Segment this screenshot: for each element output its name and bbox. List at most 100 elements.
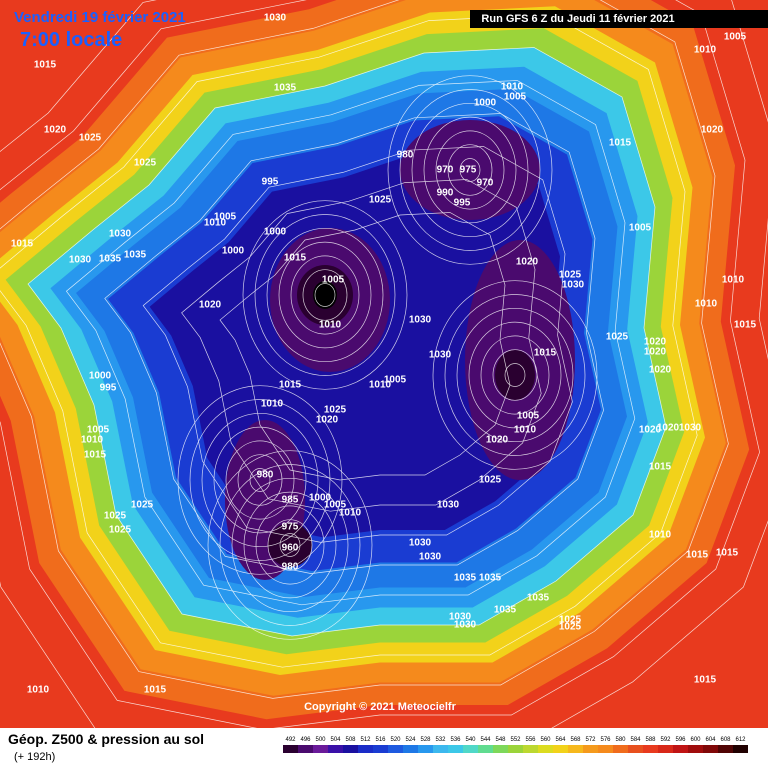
isobar-label: 980 [282,562,299,573]
isobar-label: 1030 [409,315,432,326]
scale-swatch [298,745,313,753]
isobar-label: 1020 [639,425,662,436]
scale-label: 520 [390,737,401,743]
isobar [432,280,598,470]
scale-label: 580 [615,737,626,743]
isobar-label: 1000 [474,98,497,109]
isobar-label: 1005 [384,375,407,386]
isobar-label: 1005 [517,411,540,422]
isobar-label: 1035 [274,83,297,94]
isobar-label: 1025 [559,622,582,633]
scale-swatch [388,745,403,753]
scale-label: 568 [570,737,581,743]
isobar-label: 1030 [109,229,132,240]
scale-swatch [598,745,613,753]
isobar-label: 1010 [369,380,392,391]
isobar-label: 995 [262,177,279,188]
isobar-label: 1015 [716,548,739,559]
isobar [290,255,360,335]
isobar-label: 970 [437,165,454,176]
isobar-label: 1030 [454,620,477,631]
scale-swatch [478,745,493,753]
scale-label: 588 [645,737,656,743]
isobar-label: 1020 [516,257,539,268]
scale-label: 536 [450,737,461,743]
isobar-label: 970 [477,178,494,189]
isobar-label: 1030 [409,538,432,549]
isobar-label: 1035 [454,573,477,584]
isobar [423,116,517,224]
scale-label: 516 [375,737,386,743]
isobar-label: 1010 [319,320,342,331]
isobar [266,227,384,363]
isobar-label: 1035 [494,605,517,616]
isobar-label: 1010 [722,275,745,286]
isobar-label: 1020 [644,337,667,348]
isobar [207,450,373,640]
color-scale: 492 496 500 504 508 512 516 520 524 528 532 536 540 5… [283,737,748,753]
isobar-label: 980 [257,470,274,481]
isobar-label: 1025 [104,511,127,522]
isobar [0,0,760,730]
isobar-label: 1025 [479,475,502,486]
scale-label: 528 [420,737,431,743]
isobar [0,0,729,699]
scale-label: 560 [540,737,551,743]
isobar-label: 1015 [686,550,709,561]
isobar-label: 980 [397,150,414,161]
isobar [219,212,511,481]
isobar-label: 1000 [264,227,287,238]
scale-label: 592 [660,737,671,743]
scale-swatch [283,745,298,753]
run: Run GFS 6 Z du Jeudi 11 février 2021 [481,13,674,25]
scale-swatch [463,745,478,753]
isobar-label: 985 [282,495,299,506]
time: 7:00 locale [20,29,122,51]
scale-swatch [523,745,538,753]
isobar-label: 1020 [644,347,667,358]
isobar-label: 975 [282,522,299,533]
isobar-label: 1005 [504,92,527,103]
isobar-label: 1015 [84,450,107,461]
isobar-label: 1020 [649,365,672,376]
date: Vendredi 19 février 2021 [14,9,186,26]
scale-label: 500 [315,737,326,743]
isobar-label: 1015 [649,462,672,473]
isobar-label: 1010 [204,218,227,229]
isobar-label: 1020 [316,415,339,426]
scale-label: 596 [675,737,686,743]
isobar-label: 995 [100,383,117,394]
isobar-label: 1025 [134,158,157,169]
scale-label: 524 [405,737,416,743]
isobar-label: 1025 [324,405,347,416]
scale-swatch [733,745,748,753]
isobar-label: 1035 [527,593,550,604]
scale-label: 496 [300,737,311,743]
isobar-label: 1030 [679,423,702,434]
scale-swatch [568,745,583,753]
isobar-label: 1030 [264,13,287,24]
isobar [242,200,408,390]
isobar [237,454,283,506]
scale-swatch [418,745,433,753]
isobar-label: 990 [437,188,454,199]
scale-swatch [433,745,448,753]
footer-lead: (+ 192h) [14,751,55,763]
scale-swatch [718,745,733,753]
isobar [279,533,301,557]
scale-swatch [673,745,688,753]
isobar [314,283,336,307]
isobar [181,179,542,512]
isobar-label: 1020 [701,125,724,136]
isobar-label: 1005 [324,500,347,511]
scale-label: 572 [585,737,596,743]
copyright: Copyright © 2021 Meteocielfr [304,701,456,713]
isobar [201,412,319,548]
isobar [213,426,307,534]
isobar-label: 1030 [437,500,460,511]
isobar-label: 1015 [34,60,57,71]
isobar-label: 1035 [99,254,122,265]
scale-label: 612 [735,737,746,743]
low [313,281,337,309]
